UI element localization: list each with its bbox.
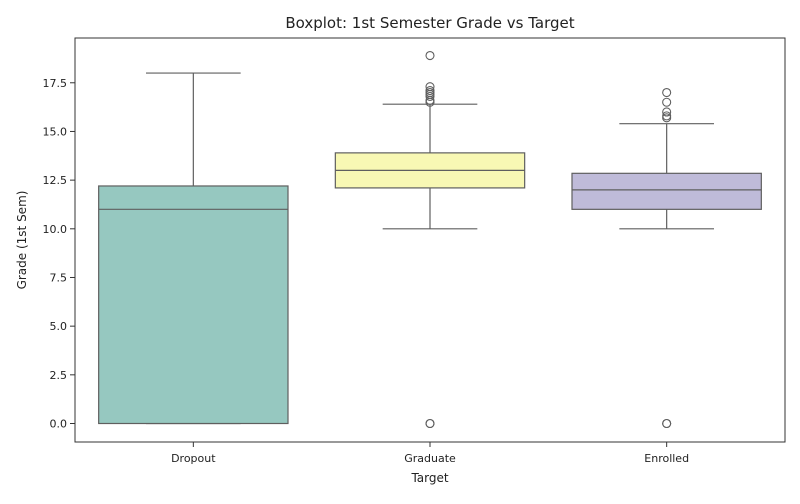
y-tick-label: 7.5 [50, 271, 68, 284]
outlier-point-enrolled [662, 107, 672, 117]
box-enrolled [571, 172, 762, 210]
x-tick-label: Enrolled [644, 452, 689, 465]
chart-title: Boxplot: 1st Semester Grade vs Target [285, 14, 574, 32]
outlier-point-graduate [425, 50, 435, 61]
y-axis-label: Grade (1st Sem) [15, 191, 29, 290]
outlier-point-enrolled [662, 111, 672, 121]
outlier-point-graduate [425, 82, 435, 92]
outlier-point-enrolled [662, 87, 672, 98]
y-tick-label: 17.5 [43, 77, 68, 90]
x-tick-label: Dropout [171, 452, 216, 465]
y-tick-label: 15.0 [43, 125, 68, 138]
y-tick-label: 10.0 [43, 223, 68, 236]
outlier-point-graduate [425, 418, 435, 429]
outlier-point-enrolled [662, 97, 672, 107]
x-axis-label: Target [410, 471, 448, 485]
y-tick-label: 2.5 [50, 369, 68, 382]
x-tick-label: Graduate [404, 452, 456, 465]
y-tick-label: 5.0 [50, 320, 68, 333]
outlier-point-graduate [425, 86, 435, 96]
y-tick-label: 0.0 [50, 418, 68, 431]
outlier-point-enrolled [662, 418, 672, 429]
box-dropout [98, 185, 289, 425]
y-tick-label: 12.5 [43, 174, 68, 187]
